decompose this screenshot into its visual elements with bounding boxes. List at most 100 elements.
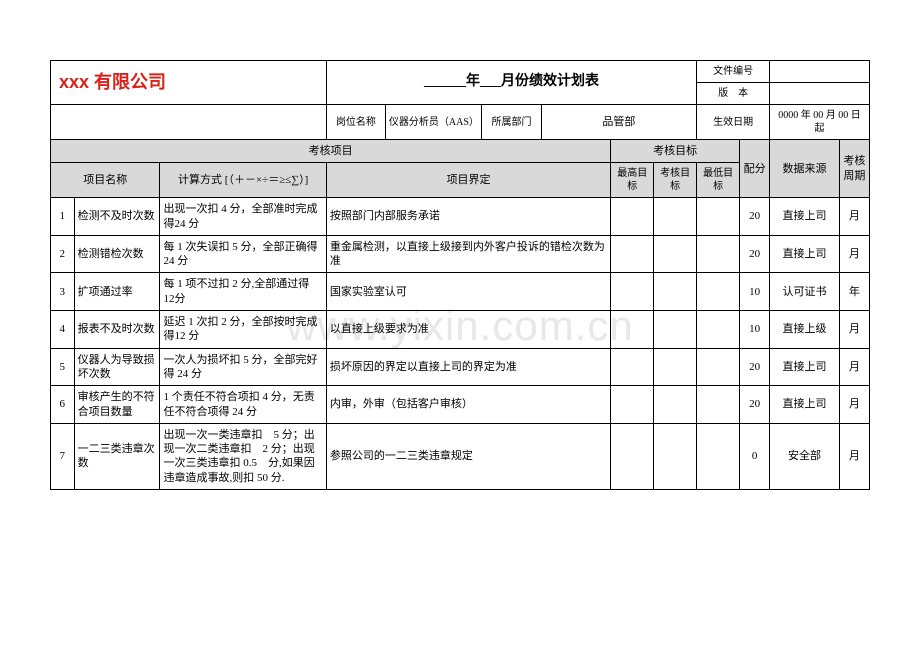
row-target (654, 348, 697, 386)
row-weight: 20 (740, 235, 770, 273)
row-calc: 一次人为损坏扣 5 分，全部完好得 24 分 (160, 348, 326, 386)
row-name: 检测错检次数 (74, 235, 160, 273)
row-calc: 每 1 次失误扣 5 分，全部正确得 24 分 (160, 235, 326, 273)
row-cycle: 月 (839, 423, 869, 489)
company-name: xxx 有限公司 (51, 61, 327, 105)
row-max (611, 198, 654, 236)
table-row: 3 扩项通过率 每 1 项不过扣 2 分,全部通过得 12分 国家实验室认可 1… (51, 273, 870, 311)
row-source: 直接上司 (770, 386, 840, 424)
row-min (697, 348, 740, 386)
row-def: 国家实验室认可 (326, 273, 610, 311)
row-cycle: 年 (839, 273, 869, 311)
row-no: 5 (51, 348, 75, 386)
row-no: 2 (51, 235, 75, 273)
row-source: 直接上司 (770, 235, 840, 273)
row-target (654, 423, 697, 489)
post-value: 仪器分析员（AAS） (385, 105, 482, 140)
row-cycle: 月 (839, 198, 869, 236)
row-name: 报表不及时次数 (74, 311, 160, 349)
row-max (611, 348, 654, 386)
row-max (611, 235, 654, 273)
row-target (654, 311, 697, 349)
row-cycle: 月 (839, 311, 869, 349)
row-calc: 每 1 项不过扣 2 分,全部通过得 12分 (160, 273, 326, 311)
def-header: 项目界定 (326, 163, 610, 198)
max-header: 最高目标 (611, 163, 654, 198)
row-target (654, 386, 697, 424)
row-no: 3 (51, 273, 75, 311)
row-source: 直接上司 (770, 348, 840, 386)
row-def: 按照部门内部服务承诺 (326, 198, 610, 236)
min-header: 最低目标 (697, 163, 740, 198)
row-max (611, 423, 654, 489)
row-source: 认可证书 (770, 273, 840, 311)
doc-no-label: 文件编号 (697, 61, 770, 83)
source-header: 数据来源 (770, 140, 840, 198)
row-weight: 20 (740, 198, 770, 236)
row-no: 7 (51, 423, 75, 489)
row-calc: 出现一次一类违章扣 5 分；出现一次二类违章扣 2 分；出现一次三类违章扣 0.… (160, 423, 326, 489)
eff-date-value: 0000 年 00 月 00 日 起 (770, 105, 870, 140)
row-min (697, 235, 740, 273)
table-container: xxx 有限公司 ______年___月份绩效计划表 文件编号 版 本 岗位名称… (50, 60, 870, 490)
row-name: 检测不及时次数 (74, 198, 160, 236)
table-row: 5 仪器人为导致损坏次数 一次人为损坏扣 5 分，全部完好得 24 分 损坏原因… (51, 348, 870, 386)
calc-header: 计算方式 [（＋－×÷＝≥≤∑）] (160, 163, 326, 198)
row-no: 6 (51, 386, 75, 424)
row-target (654, 273, 697, 311)
row-name: 仪器人为导致损坏次数 (74, 348, 160, 386)
row-cycle: 月 (839, 348, 869, 386)
name-header: 项目名称 (51, 163, 160, 198)
table-row: 6 审核产生的不符合项目数量 1 个责任不符合项扣 4 分，无责任不符合项得 2… (51, 386, 870, 424)
row-def: 重金属检测，以直接上级接到内外客户投诉的错检次数为准 (326, 235, 610, 273)
row-min (697, 198, 740, 236)
doc-no-value (770, 61, 870, 83)
table-row: 2 检测错检次数 每 1 次失误扣 5 分，全部正确得 24 分 重金属检测，以… (51, 235, 870, 273)
row-source: 直接上司 (770, 198, 840, 236)
row-max (611, 273, 654, 311)
row-weight: 20 (740, 348, 770, 386)
row-weight: 10 (740, 273, 770, 311)
row-no: 4 (51, 311, 75, 349)
cycle-header: 考核周期 (839, 140, 869, 198)
row-def: 以直接上级要求为准 (326, 311, 610, 349)
row-name: 一二三类违章次数 (74, 423, 160, 489)
dept-value: 品管部 (541, 105, 697, 140)
row-source: 直接上级 (770, 311, 840, 349)
performance-table: xxx 有限公司 ______年___月份绩效计划表 文件编号 版 本 岗位名称… (50, 60, 870, 490)
post-label: 岗位名称 (326, 105, 385, 140)
row-target (654, 235, 697, 273)
assess-item-header: 考核项目 (51, 140, 611, 163)
row-name: 扩项通过率 (74, 273, 160, 311)
row-weight: 20 (740, 386, 770, 424)
row-min (697, 423, 740, 489)
row-max (611, 311, 654, 349)
eff-date-label: 生效日期 (697, 105, 770, 140)
row-calc: 出现一次扣 4 分，全部准时完成得24 分 (160, 198, 326, 236)
row-min (697, 273, 740, 311)
row-min (697, 311, 740, 349)
blank-cell (51, 105, 327, 140)
row-source: 安全部 (770, 423, 840, 489)
row-def: 参照公司的一二三类违章规定 (326, 423, 610, 489)
version-label: 版 本 (697, 83, 770, 105)
table-row: 4 报表不及时次数 延迟 1 次扣 2 分，全部按时完成得12 分 以直接上级要… (51, 311, 870, 349)
row-min (697, 386, 740, 424)
row-weight: 10 (740, 311, 770, 349)
assess-target-header: 考核目标 (611, 140, 740, 163)
version-value (770, 83, 870, 105)
dept-label: 所属部门 (482, 105, 541, 140)
row-def: 损坏原因的界定以直接上司的界定为准 (326, 348, 610, 386)
row-max (611, 386, 654, 424)
weight-header: 配分 (740, 140, 770, 198)
row-calc: 1 个责任不符合项扣 4 分，无责任不符合项得 24 分 (160, 386, 326, 424)
row-cycle: 月 (839, 235, 869, 273)
table-title: ______年___月份绩效计划表 (326, 61, 696, 105)
table-row: 1 检测不及时次数 出现一次扣 4 分，全部准时完成得24 分 按照部门内部服务… (51, 198, 870, 236)
row-weight: 0 (740, 423, 770, 489)
target-header: 考核目标 (654, 163, 697, 198)
table-row: 7 一二三类违章次数 出现一次一类违章扣 5 分；出现一次二类违章扣 2 分；出… (51, 423, 870, 489)
row-cycle: 月 (839, 386, 869, 424)
row-name: 审核产生的不符合项目数量 (74, 386, 160, 424)
row-def: 内审，外审（包括客户审核） (326, 386, 610, 424)
